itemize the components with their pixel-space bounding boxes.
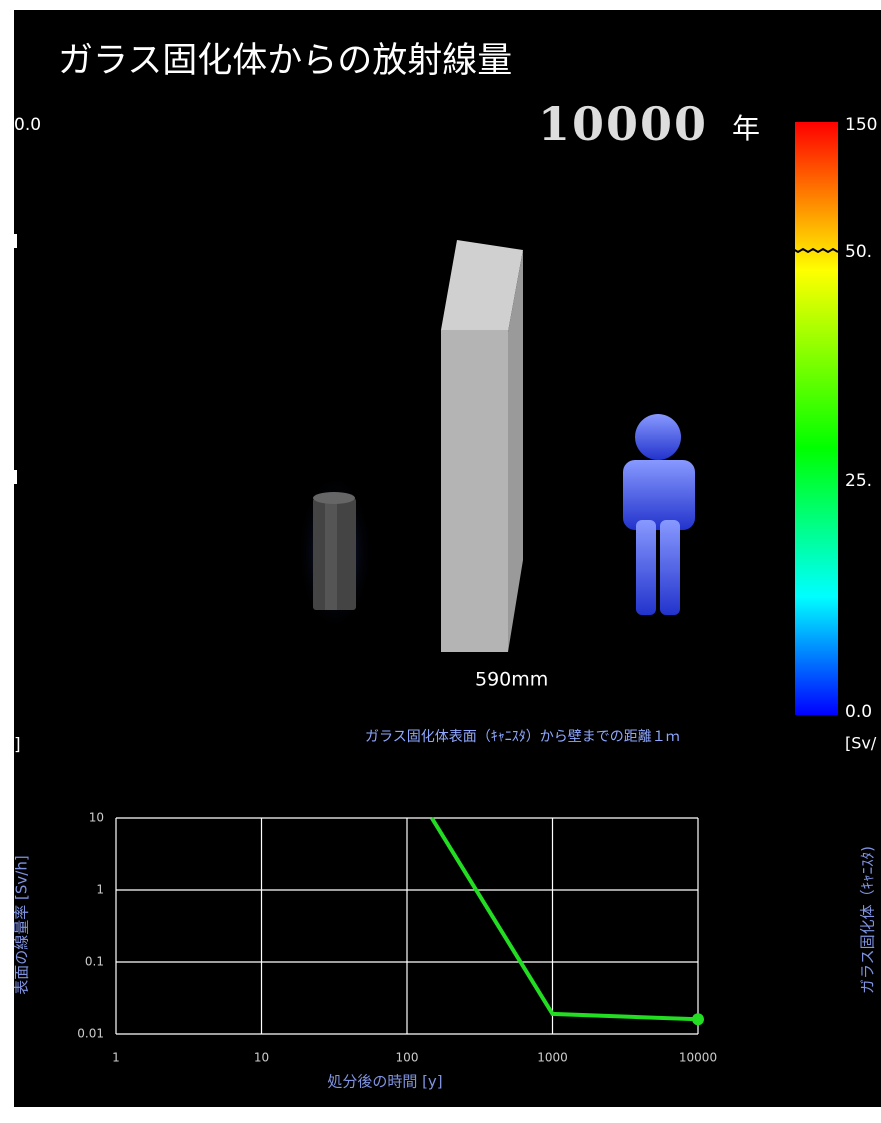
person <box>623 414 695 615</box>
left-label: ] <box>14 735 21 755</box>
colorbar <box>795 122 838 715</box>
colorbar-label: 50. <box>845 242 872 262</box>
canister-shade <box>325 498 337 610</box>
left-label: 0.0 <box>14 115 41 135</box>
left-tick <box>14 470 17 484</box>
colorbar-label: 0.0 <box>845 702 872 722</box>
x-tick-label: 10 <box>254 1051 269 1065</box>
x-tick-label: 100 <box>396 1051 419 1065</box>
colorbar-unit: [Sv/ <box>845 734 877 753</box>
y-tick-label: 10 <box>89 811 104 825</box>
end-point <box>692 1013 704 1026</box>
side-label: ガラス固化体（ｷｬﾆｽﾀ) <box>859 846 877 994</box>
wall-top <box>441 240 523 332</box>
year-unit: 年 <box>732 112 760 145</box>
colorbar-label: 25. <box>845 471 872 491</box>
colorbar-marker <box>787 247 839 254</box>
canister-top <box>313 492 355 504</box>
x-tick-label: 1 <box>112 1051 120 1065</box>
x-axis-title: 処分後の時間 [y] <box>327 1073 442 1091</box>
wall-front <box>441 330 508 652</box>
title: ガラス固化体からの放射線量 <box>58 41 512 81</box>
y-axis-title: 表面の線量率 [Sv/h] <box>13 855 31 994</box>
wall-side <box>508 250 523 652</box>
y-tick-label: 0.01 <box>77 1027 104 1041</box>
data-line <box>430 816 699 1022</box>
wall-thickness: 590mm <box>475 669 548 691</box>
caption: ガラス固化体表面（ｷｬﾆｽﾀ）から壁までの距離１ｍ <box>365 728 680 745</box>
x-tick-label: 1000 <box>537 1051 568 1065</box>
y-tick-label: 0.1 <box>85 955 104 969</box>
year-counter: 10000 <box>538 97 708 151</box>
y-tick-label: 1 <box>96 883 104 897</box>
left-tick <box>14 234 17 248</box>
colorbar-label: 150 <box>845 115 877 135</box>
x-tick-label: 10000 <box>679 1051 717 1065</box>
